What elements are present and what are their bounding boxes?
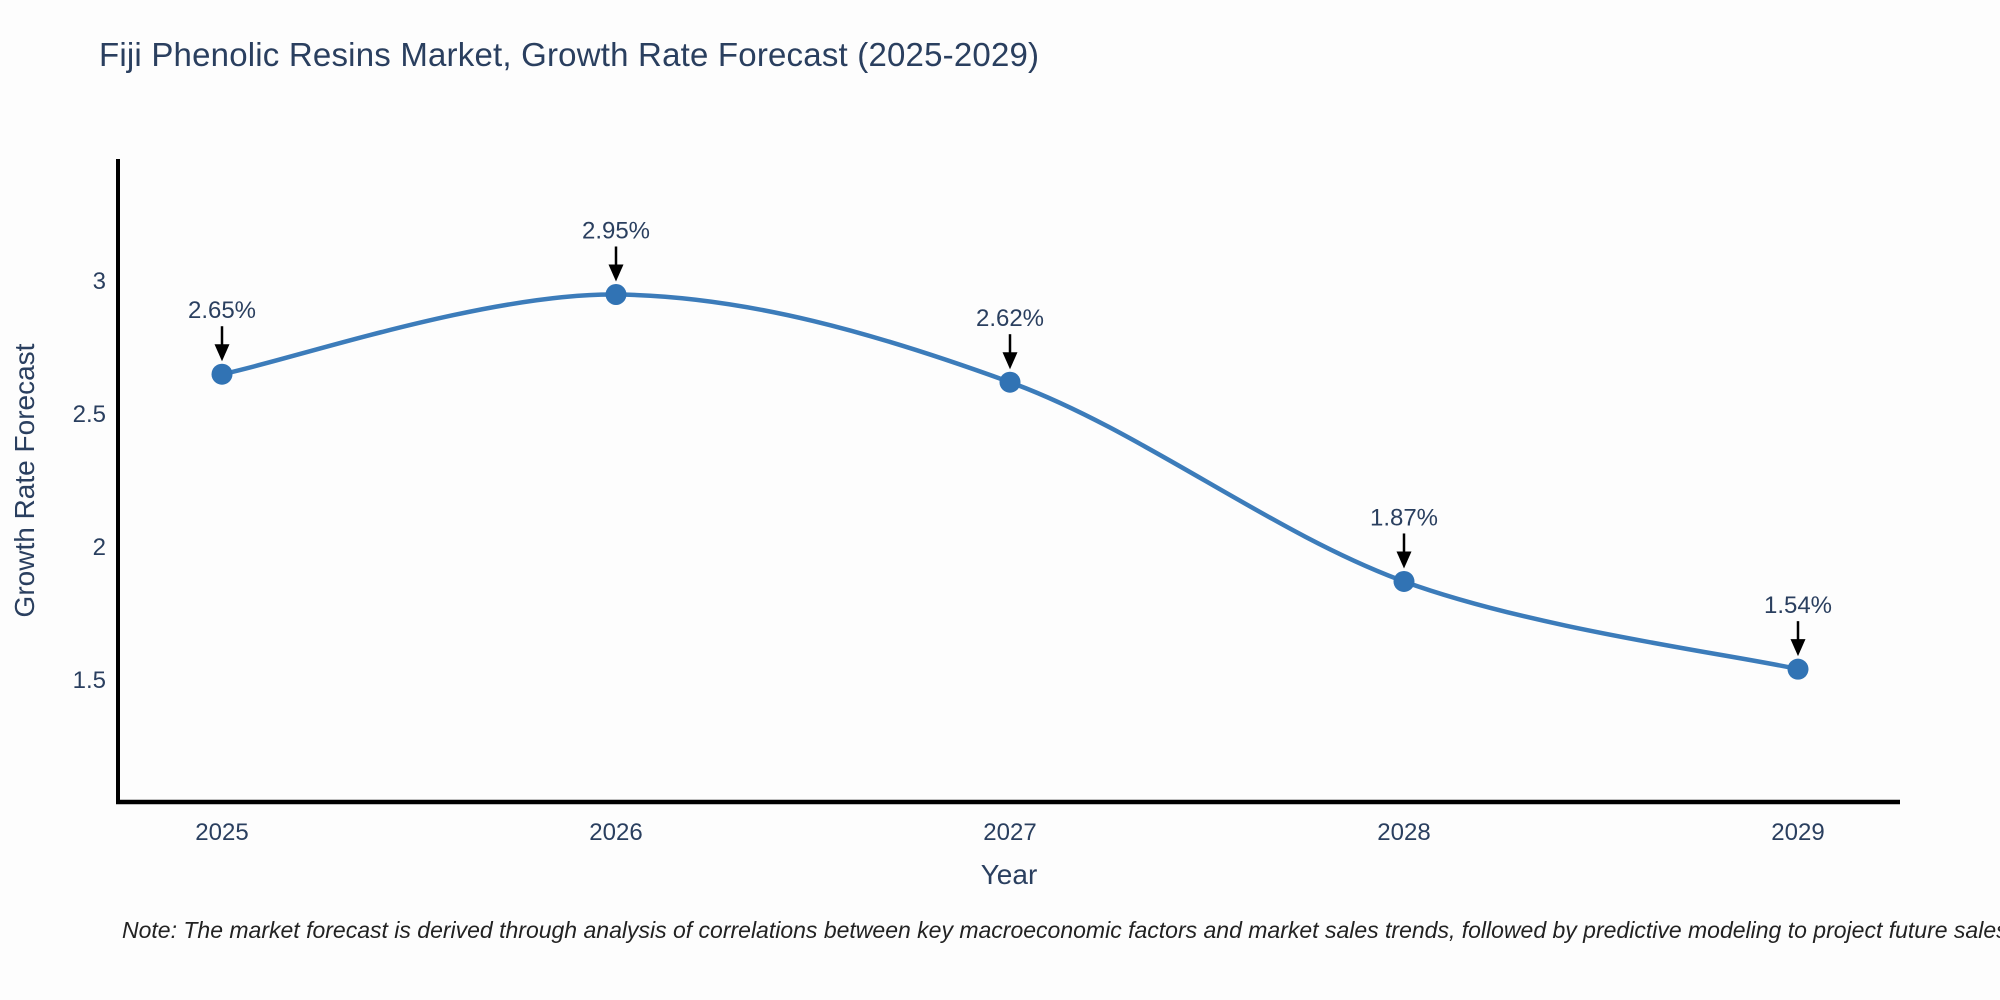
annotation-arrowhead-icon <box>1790 639 1806 657</box>
x-tick-label: 2027 <box>983 819 1036 846</box>
data-point-2027[interactable] <box>999 371 1021 393</box>
y-tick-label: 1.5 <box>73 667 106 694</box>
point-value-label: 1.87% <box>1370 504 1438 531</box>
point-value-label: 1.54% <box>1764 592 1832 619</box>
y-tick-label: 2.5 <box>73 401 106 428</box>
point-value-label: 2.65% <box>188 297 256 324</box>
data-point-2029[interactable] <box>1787 658 1809 680</box>
annotation-arrowhead-icon <box>608 264 624 282</box>
annotation-arrowhead-icon <box>1396 551 1412 569</box>
footnote: Note: The market forecast is derived thr… <box>122 917 2000 943</box>
x-tick-label: 2029 <box>1771 819 1824 846</box>
data-point-2025[interactable] <box>211 363 233 385</box>
chart-title: Fiji Phenolic Resins Market, Growth Rate… <box>99 36 1040 73</box>
y-axis-title: Growth Rate Forecast <box>9 343 40 617</box>
x-tick-label: 2026 <box>589 819 642 846</box>
point-value-label: 2.95% <box>582 218 650 245</box>
x-tick-label: 2028 <box>1377 819 1430 846</box>
annotation-arrowhead-icon <box>214 344 230 362</box>
x-axis-title: Year <box>981 859 1038 890</box>
x-tick-label: 2025 <box>195 819 248 846</box>
y-tick-label: 3 <box>93 268 106 295</box>
y-tick-label: 2 <box>93 534 106 561</box>
data-point-2026[interactable] <box>605 284 627 306</box>
annotation-arrowhead-icon <box>1002 352 1018 370</box>
data-point-2028[interactable] <box>1393 570 1415 592</box>
point-value-label: 2.62% <box>976 305 1044 332</box>
